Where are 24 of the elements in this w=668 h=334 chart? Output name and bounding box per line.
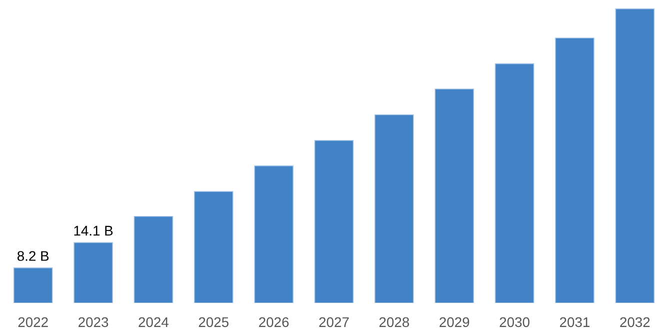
bar [13,267,53,303]
bar [615,8,655,303]
x-tick-label: 2029 [440,317,470,328]
bar [494,63,534,303]
data-label: 14.1 B [74,226,113,236]
bar [374,114,414,303]
x-tick-label: 2031 [560,317,590,328]
bar [74,242,113,303]
data-label: 8.2 B [17,251,49,261]
bar [134,216,174,303]
bar [434,88,474,303]
x-tick-label: 2023 [78,317,108,328]
x-tick-label: 2027 [319,317,349,328]
bar [254,165,294,303]
x-tick-label: 2022 [18,317,48,328]
bar [194,191,234,303]
x-tick-label: 2026 [259,317,289,328]
x-tick-label: 2024 [138,317,169,328]
bar [314,140,354,303]
x-tick-label: 2025 [198,317,229,328]
bar [555,38,594,303]
x-tick-label: 2028 [379,317,410,328]
x-tick-label: 2032 [620,317,650,328]
x-tick-label: 2030 [500,317,530,328]
